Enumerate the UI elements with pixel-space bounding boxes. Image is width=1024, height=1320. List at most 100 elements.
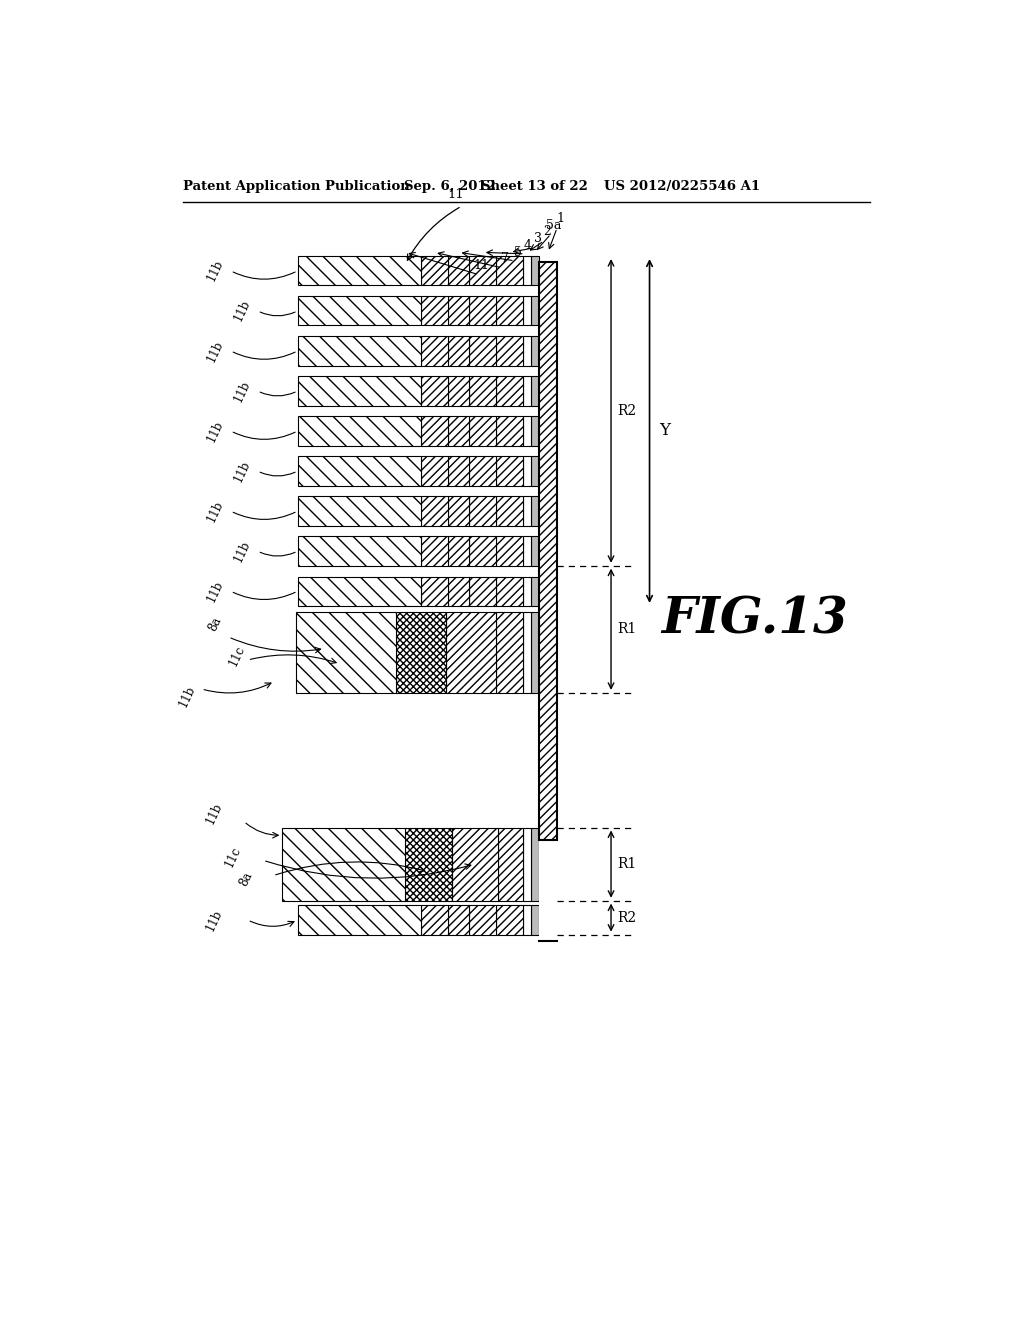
- Bar: [497, 256, 523, 285]
- Bar: [298, 536, 421, 566]
- Text: 11b: 11b: [203, 907, 224, 933]
- Bar: [447, 906, 469, 935]
- Text: 8a: 8a: [207, 615, 224, 634]
- Text: 11b: 11b: [205, 338, 226, 364]
- Bar: [497, 376, 523, 405]
- Bar: [498, 828, 523, 900]
- Bar: [421, 337, 447, 366]
- Text: 11b: 11b: [231, 539, 253, 564]
- Bar: [298, 256, 421, 285]
- Bar: [497, 577, 523, 606]
- Bar: [447, 536, 469, 566]
- Text: 11c: 11c: [223, 843, 244, 869]
- Bar: [447, 296, 469, 326]
- Bar: [523, 416, 531, 446]
- Bar: [447, 256, 469, 285]
- Bar: [469, 906, 497, 935]
- Bar: [447, 416, 469, 446]
- Text: 3: 3: [534, 232, 542, 246]
- Text: 11b: 11b: [203, 801, 224, 826]
- Text: 11b: 11b: [176, 684, 198, 710]
- Bar: [469, 256, 497, 285]
- Bar: [531, 828, 539, 900]
- Bar: [298, 906, 421, 935]
- Text: 11b: 11b: [205, 498, 226, 524]
- Bar: [421, 496, 447, 525]
- Bar: [421, 457, 447, 486]
- Bar: [497, 457, 523, 486]
- Text: FIG.13: FIG.13: [660, 595, 848, 645]
- Bar: [447, 457, 469, 486]
- Bar: [469, 337, 497, 366]
- Bar: [446, 612, 497, 693]
- Bar: [298, 296, 421, 326]
- Text: 11: 11: [447, 187, 464, 201]
- Bar: [531, 577, 539, 606]
- Bar: [523, 457, 531, 486]
- Bar: [531, 612, 539, 693]
- Bar: [421, 256, 447, 285]
- Bar: [296, 612, 396, 693]
- Bar: [406, 828, 452, 900]
- Bar: [531, 536, 539, 566]
- Bar: [447, 337, 469, 366]
- Text: Y: Y: [658, 422, 670, 440]
- Bar: [531, 256, 539, 285]
- Text: 7: 7: [501, 252, 509, 265]
- Text: 1: 1: [556, 213, 564, 226]
- Bar: [497, 536, 523, 566]
- Bar: [469, 496, 497, 525]
- Bar: [298, 376, 421, 405]
- Bar: [421, 577, 447, 606]
- Text: 8a: 8a: [238, 870, 255, 888]
- Bar: [523, 256, 531, 285]
- Bar: [421, 376, 447, 405]
- Text: 11b: 11b: [231, 458, 253, 484]
- Bar: [523, 337, 531, 366]
- Bar: [539, 263, 557, 840]
- Bar: [497, 416, 523, 446]
- Text: 11b: 11b: [231, 378, 253, 404]
- Bar: [523, 496, 531, 525]
- Bar: [523, 536, 531, 566]
- Text: 11b: 11b: [231, 298, 253, 323]
- Bar: [447, 577, 469, 606]
- Bar: [497, 296, 523, 326]
- Bar: [298, 577, 421, 606]
- Text: R2: R2: [617, 404, 636, 418]
- Bar: [283, 828, 406, 900]
- Text: 11b: 11b: [205, 257, 226, 284]
- Bar: [497, 496, 523, 525]
- Text: 11b: 11b: [205, 578, 226, 605]
- Bar: [469, 416, 497, 446]
- Bar: [523, 828, 531, 900]
- Bar: [396, 612, 446, 693]
- Text: 11c: 11c: [226, 644, 248, 669]
- Bar: [497, 612, 523, 693]
- Bar: [531, 906, 539, 935]
- Bar: [523, 376, 531, 405]
- Text: 11b: 11b: [205, 418, 226, 444]
- Bar: [421, 906, 447, 935]
- Bar: [469, 457, 497, 486]
- Bar: [523, 906, 531, 935]
- Bar: [531, 416, 539, 446]
- Bar: [298, 416, 421, 446]
- Bar: [531, 376, 539, 405]
- Bar: [497, 337, 523, 366]
- Bar: [298, 457, 421, 486]
- Text: 2: 2: [543, 226, 551, 239]
- Text: Sep. 6, 2012: Sep. 6, 2012: [403, 181, 496, 194]
- Text: 4: 4: [524, 239, 531, 252]
- Bar: [421, 536, 447, 566]
- Bar: [523, 612, 531, 693]
- Text: 11: 11: [474, 259, 489, 272]
- Bar: [469, 296, 497, 326]
- Bar: [523, 577, 531, 606]
- Bar: [531, 337, 539, 366]
- Text: R2: R2: [617, 911, 636, 924]
- Bar: [469, 577, 497, 606]
- Text: Patent Application Publication: Patent Application Publication: [183, 181, 410, 194]
- Text: Sheet 13 of 22: Sheet 13 of 22: [481, 181, 588, 194]
- Bar: [531, 457, 539, 486]
